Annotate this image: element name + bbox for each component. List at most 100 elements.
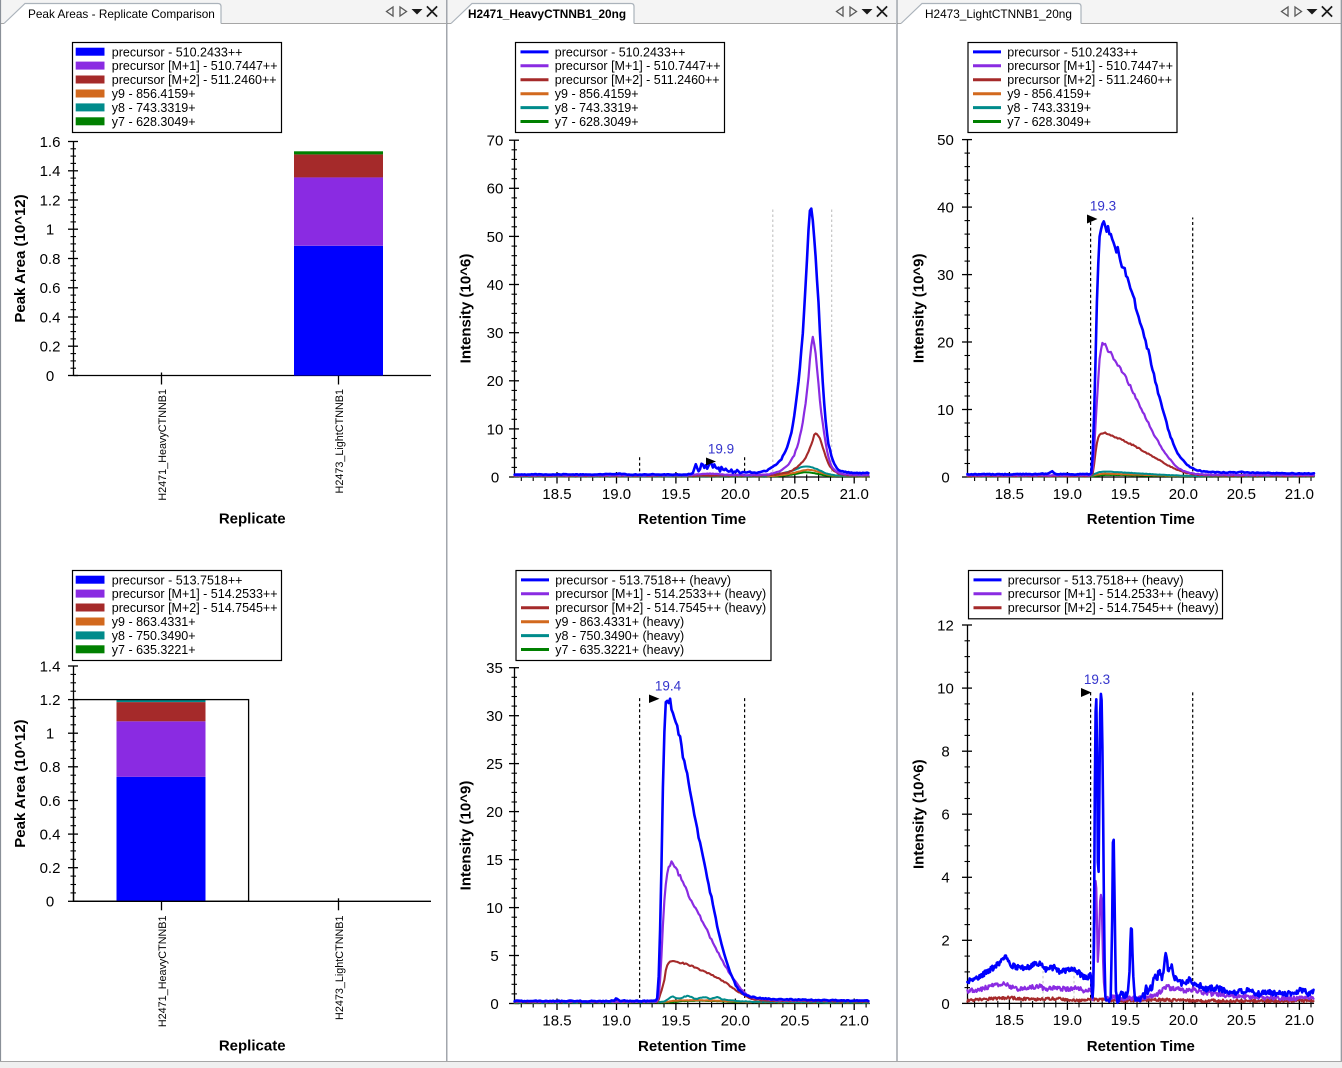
svg-text:Retention Time: Retention Time xyxy=(1087,1038,1195,1055)
svg-text:Peak Area (10^12): Peak Area (10^12) xyxy=(12,719,29,847)
svg-text:precursor - 513.7518++ (heavy): precursor - 513.7518++ (heavy) xyxy=(555,573,731,587)
svg-text:20: 20 xyxy=(487,373,504,390)
svg-text:20.0: 20.0 xyxy=(721,1012,750,1029)
svg-text:0.8: 0.8 xyxy=(40,251,61,268)
svg-text:0.6: 0.6 xyxy=(40,280,61,297)
svg-text:precursor [M+2] - 511.2460++: precursor [M+2] - 511.2460++ xyxy=(555,73,720,87)
svg-text:precursor - 513.7518++: precursor - 513.7518++ xyxy=(112,573,243,587)
svg-text:y9 - 856.4159+: y9 - 856.4159+ xyxy=(555,87,639,101)
svg-text:2: 2 xyxy=(941,933,949,950)
svg-text:0.8: 0.8 xyxy=(40,759,61,776)
svg-text:1.2: 1.2 xyxy=(40,692,61,709)
svg-text:precursor [M+2] - 511.2460++: precursor [M+2] - 511.2460++ xyxy=(1007,73,1172,87)
svg-text:20.0: 20.0 xyxy=(1169,1012,1198,1029)
svg-text:15: 15 xyxy=(486,852,503,869)
svg-text:18.5: 18.5 xyxy=(542,486,571,503)
svg-text:19.3: 19.3 xyxy=(1090,199,1116,214)
svg-text:1.4: 1.4 xyxy=(40,163,61,180)
svg-text:1.6: 1.6 xyxy=(40,134,61,151)
svg-text:19.0: 19.0 xyxy=(602,1012,631,1029)
svg-text:0: 0 xyxy=(941,996,949,1013)
svg-text:precursor [M+2] - 514.7545++ (: precursor [M+2] - 514.7545++ (heavy) xyxy=(555,601,766,615)
svg-text:30: 30 xyxy=(487,325,504,342)
svg-text:y7 - 635.3221+: y7 - 635.3221+ xyxy=(112,643,196,657)
svg-text:precursor [M+1] - 514.2533++: precursor [M+1] - 514.2533++ xyxy=(112,587,278,601)
svg-text:0.2: 0.2 xyxy=(40,860,61,877)
svg-text:30: 30 xyxy=(486,708,503,725)
svg-text:21.0: 21.0 xyxy=(840,486,869,503)
svg-text:20.5: 20.5 xyxy=(1227,486,1256,503)
svg-text:Peak Areas - Replicate Compari: Peak Areas - Replicate Comparison xyxy=(28,7,215,21)
svg-text:4: 4 xyxy=(941,870,949,887)
svg-text:19.0: 19.0 xyxy=(602,486,631,503)
svg-text:19.0: 19.0 xyxy=(1053,486,1082,503)
svg-text:0: 0 xyxy=(491,469,499,486)
svg-text:precursor - 513.7518++ (heavy): precursor - 513.7518++ (heavy) xyxy=(1008,573,1184,587)
svg-text:Retention Time: Retention Time xyxy=(1087,511,1195,528)
svg-text:1: 1 xyxy=(46,222,54,239)
svg-text:40: 40 xyxy=(487,277,504,294)
svg-text:Intensity (10^9): Intensity (10^9) xyxy=(911,253,928,363)
svg-text:y8 - 750.3490+: y8 - 750.3490+ xyxy=(112,629,196,643)
svg-text:5: 5 xyxy=(490,948,498,965)
svg-text:19.5: 19.5 xyxy=(1111,486,1140,503)
svg-text:1.2: 1.2 xyxy=(40,192,61,209)
svg-text:50: 50 xyxy=(487,229,504,246)
svg-text:60: 60 xyxy=(487,181,504,198)
svg-text:Intensity (10^6): Intensity (10^6) xyxy=(911,759,928,869)
svg-text:50: 50 xyxy=(937,132,954,149)
svg-text:19.0: 19.0 xyxy=(1053,1012,1082,1029)
svg-text:y9 - 863.4331+: y9 - 863.4331+ xyxy=(112,615,196,629)
svg-text:6: 6 xyxy=(941,807,949,824)
svg-text:25: 25 xyxy=(486,756,503,773)
svg-text:y7 - 635.3221+ (heavy): y7 - 635.3221+ (heavy) xyxy=(555,643,684,657)
svg-text:Peak Area (10^12): Peak Area (10^12) xyxy=(12,194,29,322)
svg-text:1.4: 1.4 xyxy=(40,658,61,675)
svg-text:precursor [M+1] - 510.7447++: precursor [M+1] - 510.7447++ xyxy=(1007,59,1173,73)
svg-text:H2473_LightCTNNB1_20ng: H2473_LightCTNNB1_20ng xyxy=(925,7,1072,21)
svg-text:precursor [M+1] - 510.7447++: precursor [M+1] - 510.7447++ xyxy=(112,59,278,73)
svg-text:precursor - 510.2433++: precursor - 510.2433++ xyxy=(1007,45,1138,59)
svg-text:10: 10 xyxy=(937,681,954,698)
svg-text:H2473_LightCTNNB1: H2473_LightCTNNB1 xyxy=(334,916,346,1020)
svg-text:21.0: 21.0 xyxy=(1285,486,1314,503)
svg-text:35: 35 xyxy=(486,660,503,677)
svg-text:precursor [M+2] - 514.7545++ (: precursor [M+2] - 514.7545++ (heavy) xyxy=(1008,601,1219,615)
svg-text:19.5: 19.5 xyxy=(1111,1012,1140,1029)
svg-text:precursor [M+1] - 514.2533++ (: precursor [M+1] - 514.2533++ (heavy) xyxy=(1008,587,1219,601)
svg-text:Replicate: Replicate xyxy=(219,1038,286,1055)
svg-text:Replicate: Replicate xyxy=(219,511,286,528)
svg-text:0.6: 0.6 xyxy=(40,793,61,810)
svg-text:0.4: 0.4 xyxy=(40,827,61,844)
svg-text:Intensity (10^6): Intensity (10^6) xyxy=(458,254,475,364)
svg-text:precursor [M+2] - 514.7545++: precursor [M+2] - 514.7545++ xyxy=(112,601,278,615)
svg-text:20.5: 20.5 xyxy=(1227,1012,1256,1029)
svg-text:21.0: 21.0 xyxy=(1285,1012,1314,1029)
svg-text:precursor [M+1] - 514.2533++ (: precursor [M+1] - 514.2533++ (heavy) xyxy=(555,587,766,601)
svg-text:21.0: 21.0 xyxy=(840,1012,869,1029)
svg-text:18.5: 18.5 xyxy=(542,1012,571,1029)
svg-text:20.0: 20.0 xyxy=(721,486,750,503)
svg-text:8: 8 xyxy=(941,744,949,761)
svg-text:0.4: 0.4 xyxy=(40,309,61,326)
svg-text:12: 12 xyxy=(937,617,954,634)
svg-text:y8 - 743.3319+: y8 - 743.3319+ xyxy=(112,101,196,115)
svg-text:10: 10 xyxy=(487,421,504,438)
svg-text:y8 - 743.3319+: y8 - 743.3319+ xyxy=(1007,101,1091,115)
svg-text:precursor [M+2] - 511.2460++: precursor [M+2] - 511.2460++ xyxy=(112,73,277,87)
svg-text:0: 0 xyxy=(46,894,54,911)
svg-text:y7 - 628.3049+: y7 - 628.3049+ xyxy=(112,115,196,129)
svg-text:0: 0 xyxy=(46,368,54,385)
svg-text:H2471_HeavyCTNNB1: H2471_HeavyCTNNB1 xyxy=(157,389,169,501)
svg-text:70: 70 xyxy=(487,133,504,150)
svg-text:19.9: 19.9 xyxy=(708,442,734,457)
svg-text:20: 20 xyxy=(486,804,503,821)
svg-text:20.0: 20.0 xyxy=(1169,486,1198,503)
svg-text:0: 0 xyxy=(941,469,949,486)
svg-text:y8 - 750.3490+ (heavy): y8 - 750.3490+ (heavy) xyxy=(555,629,684,643)
svg-text:y9 - 856.4159+: y9 - 856.4159+ xyxy=(1007,87,1091,101)
svg-text:19.5: 19.5 xyxy=(661,486,690,503)
svg-text:18.5: 18.5 xyxy=(995,1012,1024,1029)
svg-text:20.5: 20.5 xyxy=(780,1012,809,1029)
svg-text:precursor - 510.2433++: precursor - 510.2433++ xyxy=(112,45,243,59)
